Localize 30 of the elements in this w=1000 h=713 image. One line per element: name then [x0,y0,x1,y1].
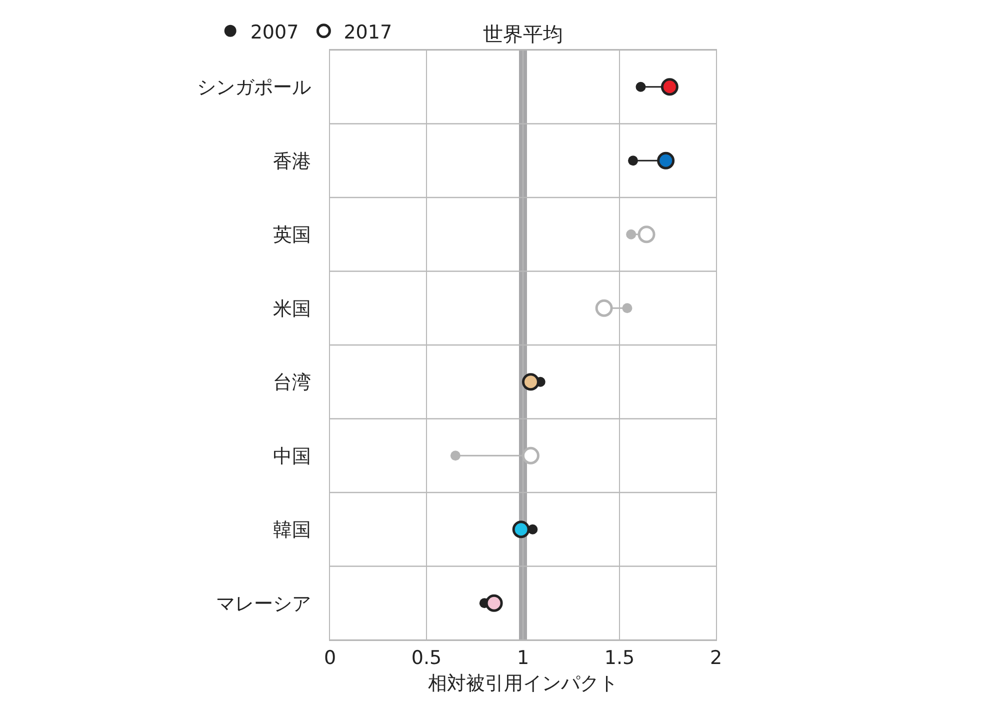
point [485,594,503,612]
point [522,446,540,464]
y-tick-label: マレーシア [216,592,311,615]
y-tick-label: シンガポール [197,76,311,99]
x-tick-label: 1.5 [604,647,635,669]
point [660,78,678,96]
x-tick-label: 1 [516,647,530,669]
point [657,152,675,170]
x-tick-label: 0 [324,647,336,669]
point [595,299,613,317]
x-tick-label: 2 [710,647,722,669]
x-axis-title: 相対被引用インパクト [428,672,618,695]
point [450,450,460,461]
y-tick-label: 香港 [273,150,311,172]
point [622,303,632,314]
ref-line-label: 世界平均 [483,22,563,46]
x-tick-label: 0.5 [411,647,442,669]
y-tick-label: 台湾 [273,372,311,394]
y-tick-label: 米国 [273,298,311,320]
legend-label: 2017 [344,21,392,44]
point [628,156,638,166]
point [636,82,646,92]
point [626,229,636,240]
legend-label: 2007 [250,21,299,44]
point [522,373,540,391]
y-tick-label: 英国 [273,224,311,246]
y-tick-label: 韓国 [273,519,311,542]
y-tick-label: 中国 [273,445,311,468]
point [512,520,530,538]
point [638,226,656,244]
